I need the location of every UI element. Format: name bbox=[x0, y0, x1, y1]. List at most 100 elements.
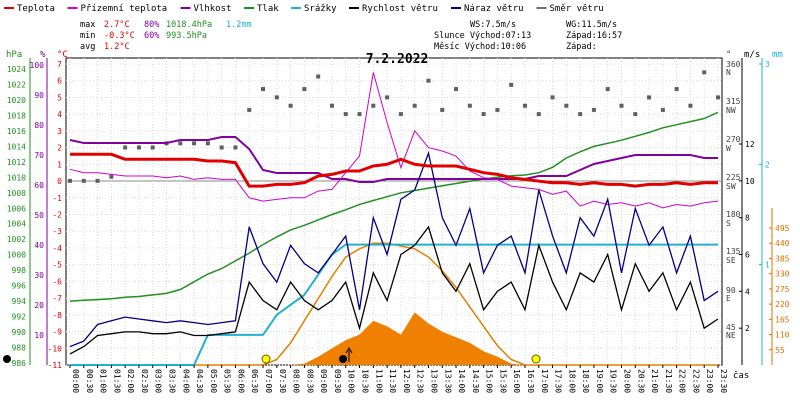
celsius-tick-label: -10 bbox=[48, 344, 63, 353]
x-tick-label: 22:30 bbox=[691, 369, 700, 393]
direction-tick-label: 135 bbox=[726, 247, 741, 256]
axis-title-hpa: hPa bbox=[6, 50, 22, 60]
wind-direction-dot bbox=[219, 145, 224, 150]
direction-tick-label: SW bbox=[726, 182, 736, 191]
x-tick-label: 12:30 bbox=[416, 369, 425, 393]
wind-direction-dot bbox=[660, 107, 665, 112]
hpa-tick-label: 1024 bbox=[7, 65, 26, 74]
x-tick-label: 23:00 bbox=[705, 369, 714, 393]
wm2-tick-label: 275 bbox=[775, 285, 790, 294]
celsius-tick-label: -6 bbox=[52, 277, 62, 286]
x-tick-label: 00:30 bbox=[85, 369, 94, 393]
wind-direction-dot bbox=[688, 103, 693, 108]
moon-arrow-head-icon bbox=[345, 347, 353, 354]
chart-title: 7.2.2022 bbox=[366, 52, 429, 67]
x-tick-label: 07:30 bbox=[278, 369, 287, 393]
ground-temperature-line bbox=[69, 72, 719, 209]
humidity-line bbox=[69, 136, 718, 183]
x-tick-label: 07:00 bbox=[264, 369, 273, 393]
x-tick-label: 10:00 bbox=[347, 369, 356, 393]
x-tick-label: 00:00 bbox=[71, 369, 80, 393]
x-tick-label: 05:00 bbox=[209, 369, 218, 393]
percent-tick-label: 70 bbox=[34, 151, 44, 160]
x-tick-label: 05:30 bbox=[223, 369, 232, 393]
stats-sun-rise: Slunce Východ:07:13 bbox=[434, 31, 531, 41]
legend-label: Rychlost větru bbox=[362, 4, 438, 14]
stats-moon-set: Západ: bbox=[566, 42, 597, 52]
direction-tick-label: 225 bbox=[726, 173, 741, 182]
percent-tick-label: 80 bbox=[34, 121, 44, 130]
celsius-tick-label: 1 bbox=[57, 160, 62, 169]
stats-max-hum: 80% bbox=[144, 20, 159, 30]
direction-tick-label: E bbox=[726, 294, 731, 303]
wm2-tick-label: 55 bbox=[775, 346, 785, 355]
stats-max-temp: 2.7°C bbox=[104, 20, 130, 30]
hpa-tick-label: 994 bbox=[12, 297, 27, 306]
x-tick-label: 21:30 bbox=[664, 369, 673, 393]
legend-label: Směr větru bbox=[550, 4, 604, 14]
stats-wg: WG:11.5m/s bbox=[566, 20, 617, 30]
percent-tick-label: 20 bbox=[34, 301, 44, 310]
stats-max-rain: 1.2mm bbox=[226, 20, 252, 30]
x-tick-label: 12:00 bbox=[402, 369, 411, 393]
percent-tick-label: 30 bbox=[34, 271, 44, 280]
temperature-line bbox=[70, 152, 718, 188]
stats-ws: WS:7.5m/s bbox=[470, 20, 516, 30]
wind-direction-dot bbox=[564, 103, 569, 108]
wind-direction-dot bbox=[247, 107, 252, 112]
stats-min-hum: 60% bbox=[144, 31, 159, 41]
direction-tick-label: NE bbox=[726, 331, 736, 340]
celsius-tick-label: 4 bbox=[57, 110, 62, 119]
wind-speed-line bbox=[69, 225, 719, 355]
x-tick-label: 08:00 bbox=[292, 369, 301, 393]
x-tick-label: 11:00 bbox=[374, 369, 383, 393]
x-tick-label: 06:30 bbox=[250, 369, 259, 393]
wind-direction-dot bbox=[192, 141, 197, 146]
direction-tick-label: NW bbox=[726, 106, 736, 115]
wind-direction-dot bbox=[591, 107, 596, 112]
direction-tick-label: 180 bbox=[726, 210, 741, 219]
ms-tick-label: 6 bbox=[745, 251, 750, 260]
ms-tick-label: 8 bbox=[745, 214, 750, 223]
x-tick-label: 14:30 bbox=[471, 369, 480, 393]
direction-tick-label: S bbox=[726, 219, 731, 228]
x-tick-label: 16:00 bbox=[512, 369, 521, 393]
celsius-tick-label: 7 bbox=[57, 60, 62, 69]
moonrise-icon bbox=[339, 355, 347, 363]
wind-direction-dot bbox=[95, 178, 100, 183]
x-tick-label: 06:00 bbox=[236, 369, 245, 393]
legend-label: Teplota bbox=[17, 4, 55, 14]
wm2-tick-label: 440 bbox=[775, 239, 790, 248]
wind-direction-dot bbox=[467, 103, 472, 108]
mm-tick-label: 2 bbox=[765, 160, 770, 169]
hpa-tick-label: 996 bbox=[12, 282, 27, 291]
wind-direction-dot bbox=[495, 107, 500, 112]
x-tick-label: 19:30 bbox=[609, 369, 618, 393]
wind-direction-dot bbox=[702, 70, 707, 75]
wm2-tick-label: 110 bbox=[775, 331, 790, 340]
celsius-tick-label: -9 bbox=[52, 328, 62, 337]
x-tick-label: 02:00 bbox=[126, 369, 135, 393]
ms-tick-label: 12 bbox=[745, 140, 755, 149]
plot-area bbox=[3, 57, 723, 366]
stats-avg-label: avg bbox=[80, 42, 95, 52]
x-tick-label: 16:30 bbox=[526, 369, 535, 393]
wind-direction-dot bbox=[288, 103, 293, 108]
x-tick-label: 20:00 bbox=[622, 369, 631, 393]
wind-direction-dot bbox=[233, 145, 238, 150]
moon-phase-icon bbox=[3, 355, 11, 363]
percent-tick-label: 50 bbox=[34, 211, 44, 220]
wind-direction-dot bbox=[343, 112, 348, 117]
x-tick-label: 08:30 bbox=[305, 369, 314, 393]
direction-tick-label: SE bbox=[726, 256, 736, 265]
wind-direction-dot bbox=[178, 141, 183, 146]
hpa-tick-label: 986 bbox=[12, 359, 27, 368]
x-tick-label: 20:30 bbox=[636, 369, 645, 393]
hpa-tick-label: 992 bbox=[12, 313, 27, 322]
mm-tick-label: 3 bbox=[765, 60, 770, 69]
x-tick-label: 03:30 bbox=[168, 369, 177, 393]
wind-direction-dot bbox=[123, 145, 128, 150]
hpa-tick-label: 1016 bbox=[7, 127, 26, 136]
x-tick-label: 18:30 bbox=[581, 369, 590, 393]
direction-tick-label: N bbox=[726, 68, 731, 77]
